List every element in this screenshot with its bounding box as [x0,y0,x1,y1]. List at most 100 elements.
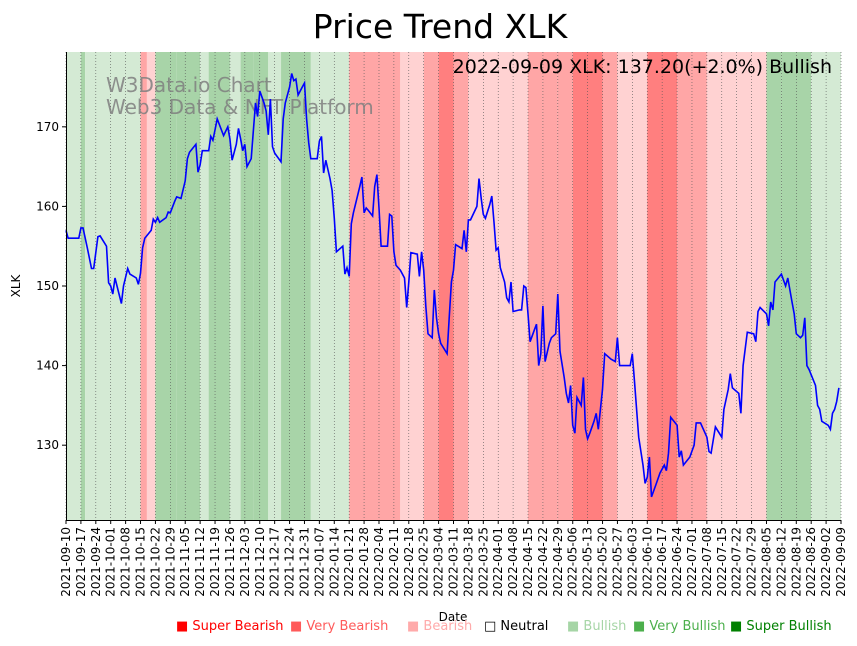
y-tick-label: 130 [36,438,59,452]
watermark-line-2: Web3 Data & NFT Platform [106,95,374,119]
x-tick-label: 2021-10-22 [148,527,162,597]
band-bullish [66,52,81,520]
legend-item: ■ Super Bearish [176,619,284,634]
band-bearish [468,52,514,520]
legend: ■ Super Bearish ■ Very Bearish ■ Bearish □ … [176,619,840,634]
x-tick-label: 2022-08-12 [774,527,788,597]
x-tick-label: 2022-01-28 [357,527,371,597]
x-tick-label: 2021-09-10 [59,527,73,597]
x-tick-label: 2022-07-01 [685,527,699,597]
x-tick-label: 2022-04-22 [536,527,550,597]
band-bearish [400,52,424,520]
x-tick-label: 2021-11-05 [178,527,192,597]
y-tick-label: 140 [36,359,59,373]
x-tick-label: 2022-03-11 [447,527,461,597]
x-tick-label: 2021-12-17 [268,527,282,597]
band-super_bearish [438,52,454,520]
x-tick-label: 2022-01-14 [327,527,341,597]
x-tick-label: 2022-09-02 [819,527,833,597]
x-tick-label: 2022-01-21 [342,527,356,597]
x-tick-label: 2022-08-05 [759,527,773,597]
legend-item: □ Neutral [484,619,549,634]
chart-title: Price Trend XLK [313,7,569,46]
band-bearish [513,52,529,520]
legend-item: ■ Bullish [567,619,627,634]
y-axis-label: XLK [9,273,23,297]
band-very_bearish [691,52,707,520]
x-tick-label: 2022-02-25 [417,527,431,597]
y-tick-label: 170 [36,120,59,134]
band-very_bearish [423,52,439,520]
x-tick-label: 2022-06-24 [670,527,684,597]
band-very_bearish [528,52,543,520]
band-bearish [146,52,156,520]
x-tick-label: 2021-12-03 [238,527,252,597]
band-very_bearish [557,52,573,520]
x-tick-label: 2021-11-12 [193,527,207,597]
band-very_bearish [453,52,469,520]
band-very_bullish [80,52,86,520]
y-tick-label: 150 [36,279,59,293]
band-very_bearish [378,52,401,520]
x-tick-label: 2022-09-09 [834,527,848,597]
band-very_bullish [208,52,230,520]
x-tick-label: 2022-06-17 [655,527,669,597]
band-very_bullish [176,52,201,520]
x-tick-label: 2021-12-31 [297,527,311,597]
x-tick-label: 2022-07-15 [715,527,729,597]
price-line [65,73,840,498]
x-tick-label: 2022-03-18 [461,527,475,597]
x-tick-label: 2021-09-17 [74,527,88,597]
legend-item: ■ Bearish [407,619,473,634]
band-very_bullish [240,52,254,520]
legend-item: ■ Very Bullish [633,619,726,634]
band-very_bearish [677,52,692,520]
band-bullish [200,52,209,520]
x-tick-label: 2022-07-22 [730,527,744,597]
x-tick-label: 2021-10-29 [163,527,177,597]
band-very_bearish [140,52,147,520]
x-ticks: 2021-09-10 2021-09-17 2021-09-24 2021-10-01… [59,520,848,597]
x-tick-label: 2022-05-06 [566,527,580,597]
watermark: W3Data.io Chart Web3 Data & NFT Platform [106,73,374,119]
x-tick-label: 2022-08-19 [789,527,803,597]
x-tick-label: 2022-02-04 [372,527,386,597]
band-very_bullish [155,52,177,520]
x-axis-label: Date [439,610,468,624]
x-tick-label: 2022-01-07 [312,527,326,597]
y-ticks: 130 140 150 160 170 [36,120,66,452]
band-bullish [310,52,320,520]
legend-item: ■ Super Bullish [730,619,832,634]
x-tick-label: 2022-03-04 [432,527,446,597]
x-tick-label: 2022-04-08 [506,527,520,597]
x-tick-label: 2022-02-18 [402,527,416,597]
x-tick-label: 2021-11-19 [208,527,222,597]
x-tick-label: 2022-07-08 [700,527,714,597]
x-tick-label: 2021-09-24 [89,527,103,597]
x-tick-label: 2021-10-15 [134,527,148,597]
x-tick-label: 2022-03-25 [476,527,490,597]
x-tick-label: 2022-05-27 [610,527,624,597]
x-tick-label: 2021-10-01 [104,527,118,597]
x-tick-label: 2022-05-20 [596,527,610,597]
x-tick-label: 2022-02-11 [387,527,401,597]
x-tick-label: 2021-10-08 [119,527,133,597]
x-tick-label: 2022-04-29 [551,527,565,597]
x-tick-label: 2021-12-10 [253,527,267,597]
band-very_bullish [253,52,269,520]
x-tick-label: 2022-06-10 [640,527,654,597]
band-very_bearish [602,52,618,520]
x-tick-label: 2022-08-26 [804,527,818,597]
x-tick-label: 2022-05-13 [581,527,595,597]
band-bullish [85,52,141,520]
x-tick-label: 2021-11-26 [223,527,237,597]
band-very_bearish [542,52,558,520]
band-very_bullish [281,52,311,520]
band-bullish [229,52,241,520]
x-tick-label: 2022-06-03 [625,527,639,597]
x-tick-label: 2022-07-29 [745,527,759,597]
x-tick-label: 2021-12-24 [283,527,297,597]
x-tick-label: 2022-04-01 [491,527,505,597]
x-tick-label: 2022-04-15 [521,527,535,597]
